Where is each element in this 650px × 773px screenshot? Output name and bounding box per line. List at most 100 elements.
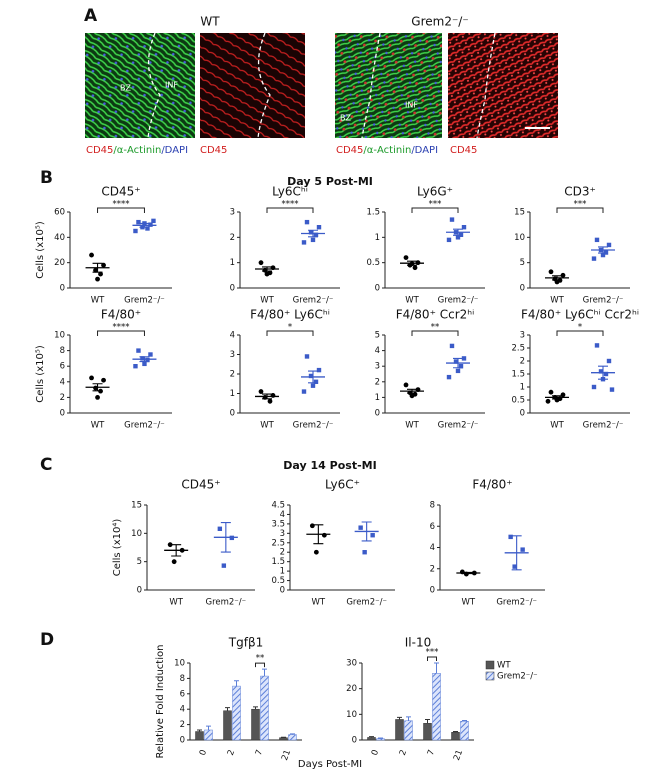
chart-title: Ly6C⁺	[325, 478, 360, 492]
bar	[404, 720, 413, 741]
border-line	[147, 32, 161, 139]
chart-title: CD45⁺	[181, 478, 220, 492]
data-point	[98, 271, 103, 277]
chart-title: Ly6G⁺	[417, 185, 453, 199]
error-bar	[462, 719, 467, 722]
data-point	[309, 523, 315, 529]
data-point	[446, 237, 452, 243]
region-label: INF	[165, 81, 178, 90]
y-tick-label: 1.5	[511, 370, 525, 380]
chart-title: F4/80⁺ Ccr2ʰⁱ	[396, 308, 475, 322]
data-point	[520, 547, 525, 552]
bar	[451, 732, 460, 741]
bar	[395, 719, 404, 741]
data-point	[403, 255, 409, 260]
region-label: INF	[405, 101, 418, 110]
section-title: Day 5 Post-MI	[287, 175, 373, 188]
data-point	[403, 382, 409, 388]
data-point	[310, 237, 316, 243]
bar	[204, 729, 213, 741]
y-tick-label: 4	[430, 543, 435, 553]
data-point	[362, 550, 367, 555]
x-tick-label: 2	[398, 748, 409, 757]
error-bar	[92, 383, 103, 392]
data-point	[412, 265, 418, 271]
data-point	[461, 225, 467, 230]
error-bar	[453, 357, 463, 369]
chart-title: CD3⁺	[564, 185, 596, 199]
x-tick-label: Grem2⁻/⁻	[438, 421, 479, 431]
y-tick-label: 1	[375, 233, 380, 243]
legend-swatch	[485, 671, 495, 681]
data-point	[598, 369, 604, 374]
error-bar	[92, 262, 103, 273]
significance-bracket	[556, 330, 604, 336]
data-point	[304, 219, 310, 225]
error-bar	[407, 260, 417, 266]
data-point	[446, 374, 452, 380]
y-tick-label: 8	[180, 674, 185, 684]
caption-part: CD45	[450, 145, 477, 156]
panel-label: D	[40, 630, 54, 650]
significance-label: *	[288, 323, 292, 333]
y-tick-label: 5	[520, 258, 525, 268]
data-point	[603, 371, 609, 377]
chart-title: F4/80⁺	[101, 308, 141, 322]
data-point	[458, 364, 464, 369]
error-bar	[234, 680, 239, 687]
x-tick-label: 0	[198, 748, 209, 757]
x-tick-label: 21	[280, 748, 293, 762]
data-point	[508, 534, 513, 540]
data-point	[606, 358, 612, 364]
error-bar	[139, 356, 150, 363]
data-point	[304, 354, 310, 359]
data-point	[316, 367, 322, 373]
significance-label: ***	[574, 200, 587, 210]
y-tick-label: 0	[430, 586, 435, 596]
data-point	[548, 389, 554, 395]
error-bar	[552, 275, 562, 281]
micrograph	[448, 33, 558, 138]
bar	[288, 734, 297, 741]
group-title: Grem2⁻/⁻	[411, 15, 468, 29]
image-caption: CD45	[200, 145, 227, 156]
x-tick-label: 7	[426, 748, 437, 757]
y-tick-label: 0	[230, 409, 235, 419]
chart-title: Tgfβ1	[228, 636, 263, 650]
data-point	[609, 387, 615, 392]
data-point	[145, 357, 150, 363]
border-line	[476, 32, 496, 139]
error-bar	[171, 544, 182, 557]
y-tick-label: 0.5	[511, 396, 525, 406]
data-point	[449, 343, 455, 349]
x-tick-label: 21	[452, 748, 465, 762]
significance-label: ****	[282, 200, 299, 210]
y-tick-label: 2	[60, 393, 65, 403]
error-bar	[262, 668, 267, 677]
data-point	[89, 252, 94, 258]
error-bar	[369, 736, 374, 738]
y-tick-label: 3	[520, 331, 525, 341]
x-axis-label: Days Post-MI	[298, 759, 362, 770]
chart-title: Ly6Cʰⁱ	[272, 185, 308, 199]
data-point	[321, 532, 327, 538]
data-point	[258, 260, 264, 266]
y-tick-label: 0	[520, 409, 525, 419]
y-tick-label: 2	[520, 357, 525, 367]
y-tick-label: 0	[137, 586, 142, 596]
error-bar	[313, 524, 324, 545]
y-axis-label: Cells (x10⁵)	[35, 221, 46, 279]
x-tick-label: Grem2⁻/⁻	[346, 598, 387, 608]
bar	[432, 673, 441, 741]
y-tick-label: 0	[520, 284, 525, 294]
data-point	[554, 279, 560, 285]
y-tick-label: 8	[430, 501, 435, 511]
bar	[232, 685, 241, 741]
y-tick-label: 1	[230, 389, 235, 399]
data-point	[358, 525, 363, 530]
data-point	[267, 398, 273, 404]
significance-bracket	[427, 656, 437, 661]
data-point	[148, 352, 153, 357]
y-tick-label: 0	[375, 409, 380, 419]
caption-part: /α-Actinin	[113, 145, 161, 156]
